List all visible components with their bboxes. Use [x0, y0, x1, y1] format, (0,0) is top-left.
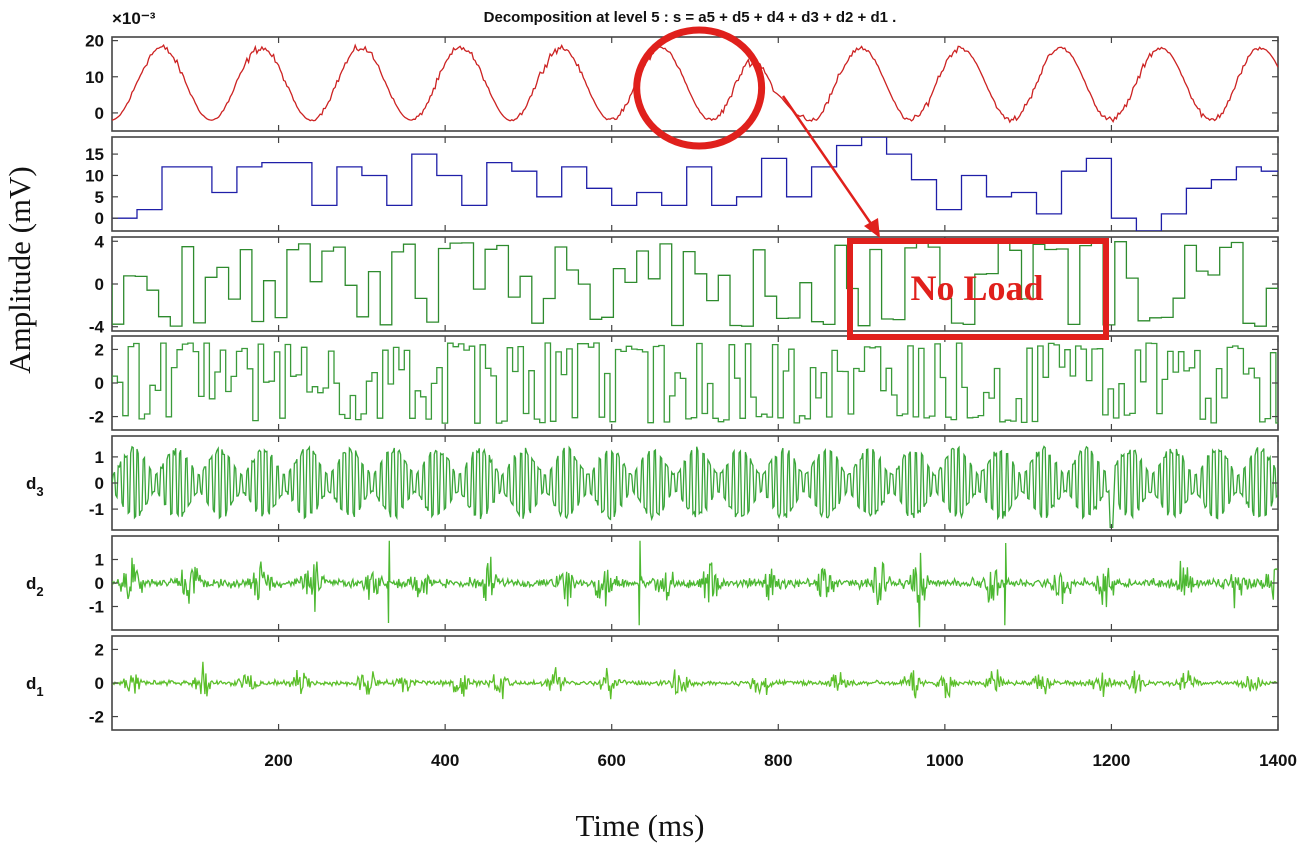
- y-tick-label: 4: [95, 232, 105, 251]
- y-tick-label: 0: [95, 104, 104, 123]
- y-tick-label: -2: [89, 408, 104, 427]
- panel-label-d1: d1: [26, 674, 44, 699]
- x-tick-label: 600: [598, 751, 626, 770]
- chart-title: Decomposition at level 5 : s = a5 + d5 +…: [484, 9, 897, 26]
- y-tick-label: 2: [95, 640, 104, 659]
- panel-label-d2: d2: [26, 574, 44, 599]
- subplot-frame: [111, 136, 1279, 232]
- y-tick-label: 0: [95, 474, 104, 493]
- series-line-d5: [112, 240, 1278, 327]
- subplot-d2: -1 0 1 d2: [26, 535, 1279, 631]
- y-tick-label: 0: [95, 374, 104, 393]
- y-tick-label: 0: [95, 209, 104, 228]
- series-line-d2: [112, 540, 1278, 628]
- exponent-label: ×10⁻³: [112, 9, 156, 28]
- subplot-panels: 0 10 20 ×10⁻³ 0 5 10 15 -4 0 4 -2 0 2 -1 0 1 d3 -1 0 1 d2 -2 0 2…: [26, 9, 1279, 731]
- y-tick-label: 0: [95, 275, 104, 294]
- y-tick-label: 2: [95, 340, 104, 359]
- series-line-s: [112, 43, 1278, 124]
- y-tick-label: -2: [89, 708, 104, 727]
- y-tick-label: -1: [89, 598, 104, 617]
- panel-label-d3: d3: [26, 474, 44, 499]
- y-axis-label: Amplitude (mV): [2, 166, 37, 374]
- subplot-s: 0 10 20 ×10⁻³: [85, 9, 1279, 132]
- annotation-layer: No Load: [633, 26, 1109, 340]
- y-tick-label: 0: [95, 674, 104, 693]
- subplot-d3: -1 0 1 d3: [26, 435, 1279, 531]
- annotation-arrowhead: [864, 218, 880, 238]
- series-line-d4: [112, 342, 1278, 424]
- y-tick-label: 10: [85, 68, 104, 87]
- highlight-circle: [633, 26, 766, 150]
- subplot-d4: -2 0 2: [89, 335, 1279, 431]
- y-tick-label: 0: [95, 574, 104, 593]
- x-axis-label: Time (ms): [576, 808, 705, 843]
- no-load-label: No Load: [910, 268, 1043, 308]
- y-tick-label: 1: [95, 551, 104, 570]
- y-tick-label: -4: [89, 318, 105, 337]
- subplot-a5: 0 5 10 15: [85, 136, 1279, 232]
- x-axis: 200 400 600 800 1000 1200 1400: [264, 751, 1297, 770]
- x-tick-label: 1200: [1093, 751, 1131, 770]
- subplot-frame: [111, 36, 1279, 132]
- y-tick-label: -1: [89, 500, 104, 519]
- no-load-box: [847, 238, 1109, 340]
- y-tick-label: 5: [95, 188, 104, 207]
- annotation-arrow-line: [781, 95, 876, 229]
- series-line-a5: [112, 137, 1278, 231]
- x-tick-label: 200: [264, 751, 292, 770]
- x-tick-label: 1400: [1259, 751, 1297, 770]
- x-tick-label: 1000: [926, 751, 964, 770]
- x-tick-label: 800: [764, 751, 792, 770]
- y-tick-label: 15: [85, 145, 104, 164]
- subplot-d5: -4 0 4: [89, 232, 1279, 337]
- y-tick-label: 10: [85, 166, 104, 185]
- subplot-d1: -2 0 2 d1: [26, 635, 1279, 731]
- series-line-d1: [112, 661, 1278, 700]
- series-line-d3: [112, 445, 1278, 529]
- y-tick-label: 20: [85, 32, 104, 51]
- y-tick-label: 1: [95, 448, 104, 467]
- x-tick-label: 400: [431, 751, 459, 770]
